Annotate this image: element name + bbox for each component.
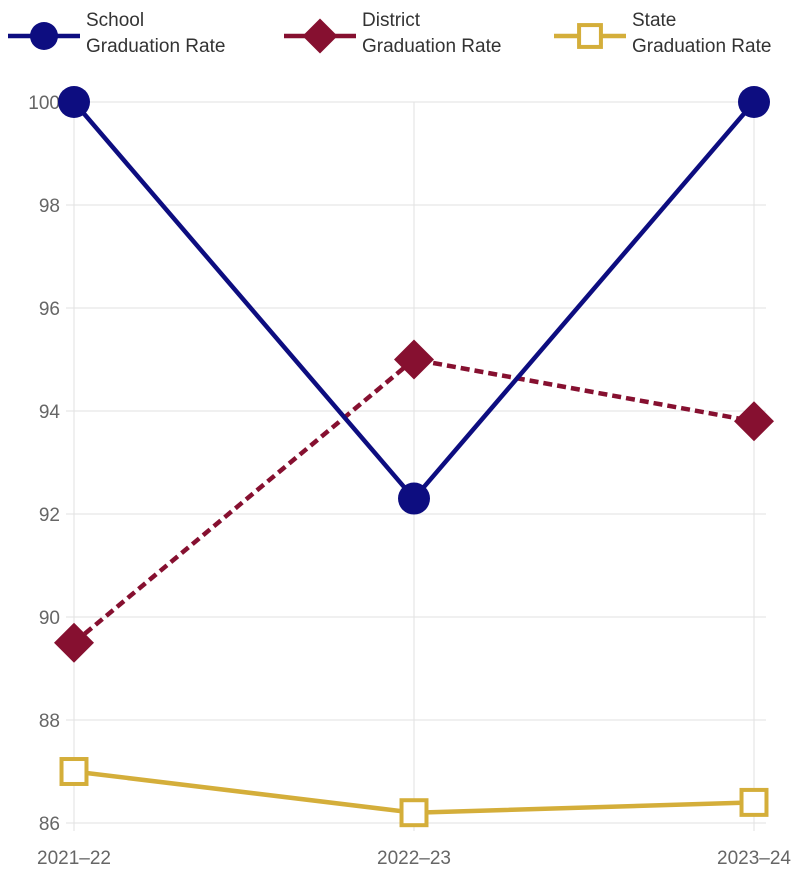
x-axis: 2021–22 2022–23 2023–24	[37, 848, 791, 869]
data-point	[739, 787, 769, 817]
data-point	[398, 482, 430, 515]
legend-item: State Graduation Rate	[554, 10, 771, 57]
legend-label: Graduation Rate	[632, 36, 771, 57]
grid	[66, 101, 766, 831]
data-point	[738, 86, 770, 118]
y-tick-label: 96	[39, 299, 60, 320]
y-tick-label: 98	[39, 196, 60, 217]
legend-marker	[577, 23, 603, 49]
legend-marker	[302, 18, 338, 54]
y-tick-label: 92	[39, 505, 60, 526]
series-group	[54, 86, 774, 828]
data-point	[394, 339, 434, 380]
series-school	[58, 86, 770, 515]
data-point	[58, 86, 90, 118]
legend-label: Graduation Rate	[362, 36, 501, 57]
series-state	[59, 757, 769, 828]
legend-label: Graduation Rate	[86, 36, 225, 57]
series-district	[54, 339, 774, 663]
data-point	[54, 622, 94, 663]
legend-marker	[30, 22, 58, 50]
legend: School Graduation Rate District Graduation …	[8, 10, 771, 57]
y-tick-label: 90	[39, 608, 60, 629]
x-tick-label: 2021–22	[37, 848, 111, 869]
y-tick-label: 94	[39, 402, 61, 423]
legend-label: School	[86, 10, 144, 31]
y-tick-label: 100	[28, 93, 60, 114]
legend-label: District	[362, 10, 421, 31]
data-point	[399, 798, 429, 828]
data-point	[734, 401, 774, 442]
y-tick-label: 88	[39, 711, 60, 732]
y-tick-label: 86	[39, 814, 60, 835]
x-tick-label: 2022–23	[377, 848, 451, 869]
y-axis: 100 98 96 94 92 90 88 86	[28, 93, 60, 835]
x-tick-label: 2023–24	[717, 848, 791, 869]
legend-item: School Graduation Rate	[8, 10, 225, 57]
legend-label: State	[632, 10, 676, 31]
data-point	[59, 757, 89, 786]
legend-item: District Graduation Rate	[284, 10, 501, 57]
